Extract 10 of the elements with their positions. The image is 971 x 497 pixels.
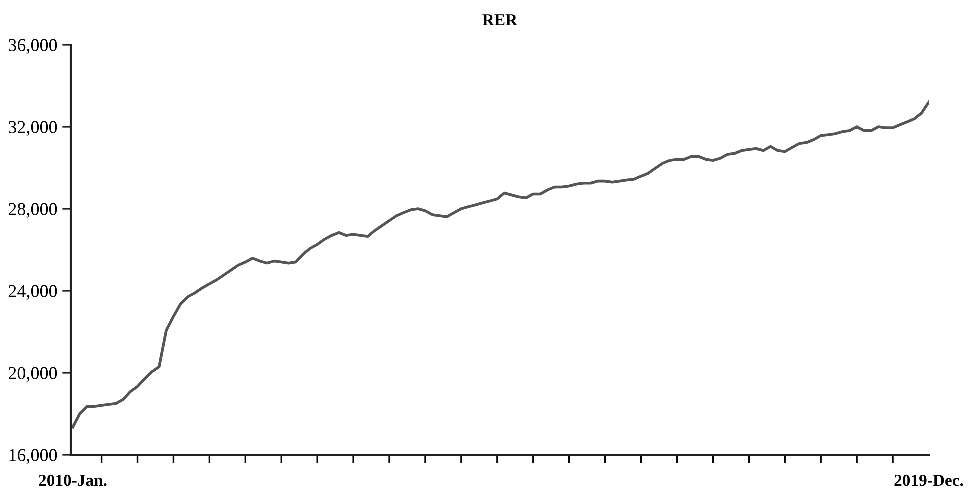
y-tick-label: 24,000 xyxy=(8,285,58,300)
x-tick-label: 2010-Jan. xyxy=(39,474,107,486)
line-series xyxy=(72,101,929,429)
y-tick-label: 28,000 xyxy=(8,203,58,218)
chart-title: RER xyxy=(482,14,518,26)
x-tick-label: 2019-Dec. xyxy=(894,474,964,486)
y-tick-label: 16,000 xyxy=(10,449,58,464)
y-tick-label: 36,000 xyxy=(9,39,58,54)
y-tick-label: 32,000 xyxy=(9,121,58,136)
y-tick-label: 20,000 xyxy=(8,367,58,382)
